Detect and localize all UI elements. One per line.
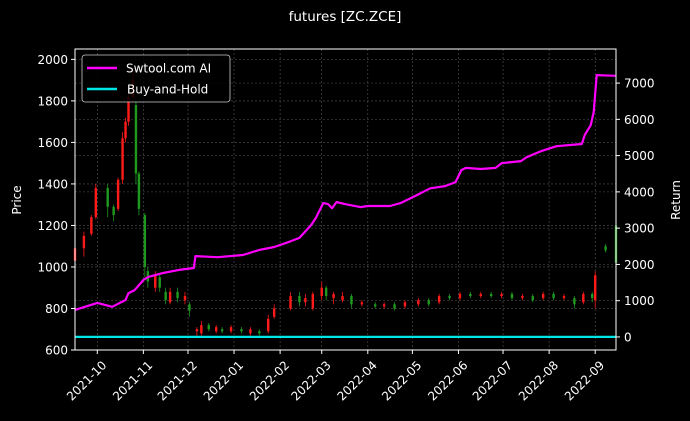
candle-body <box>582 293 585 303</box>
candle-body <box>229 327 233 332</box>
y-axis-left-label: Price <box>10 185 24 214</box>
legend-box <box>81 54 231 103</box>
candle-body <box>124 121 127 139</box>
candle-body <box>531 296 534 301</box>
candle-body <box>94 188 98 218</box>
candle-body <box>134 105 138 174</box>
candle-body <box>106 188 109 207</box>
candle-body <box>249 329 252 334</box>
legend: Swtool.com AI Buy-and-Hold <box>81 54 231 103</box>
candle-body <box>158 277 161 288</box>
chart-title: futures [ZC.ZCE] <box>289 9 402 25</box>
y-left-tick-label: 1400 <box>37 177 68 191</box>
legend-label-strategy: Swtool.com AI <box>126 62 211 76</box>
candle-body <box>143 215 147 267</box>
candle-body <box>188 304 191 311</box>
candle-body <box>320 287 323 297</box>
candle-body <box>258 331 261 334</box>
candle-body <box>121 138 124 180</box>
candle-body <box>489 293 493 297</box>
candle-body <box>591 293 594 299</box>
candle-body <box>350 296 353 305</box>
candle-body <box>127 96 130 122</box>
candle-body <box>195 329 199 332</box>
candle-body <box>332 293 335 299</box>
candle-body <box>427 300 430 305</box>
y-axis-right-label: Return <box>669 180 683 220</box>
candle-body <box>267 318 270 332</box>
candle-body <box>479 293 482 297</box>
y-left-tick-label: 1600 <box>37 136 68 150</box>
candle-body <box>298 296 301 303</box>
candle-body <box>214 327 218 332</box>
series-line-strategy <box>74 73 617 311</box>
y-right-tick-label: 7000 <box>624 77 655 91</box>
series-lines <box>74 73 617 338</box>
candle-body <box>604 246 607 251</box>
candle-body <box>289 296 292 309</box>
plot-frame <box>74 48 617 351</box>
y-right-tick-label: 5000 <box>624 149 655 163</box>
y-left-tick-label: 1000 <box>37 260 68 274</box>
candle-body <box>500 293 503 297</box>
candle-body <box>112 206 115 216</box>
candle-body <box>183 296 187 301</box>
candle-body <box>176 291 179 299</box>
candle-body <box>562 296 566 299</box>
candle-body <box>552 293 555 299</box>
y-right-tick-label: 3000 <box>624 222 655 236</box>
candle-body <box>593 275 597 301</box>
candle-body <box>341 296 344 301</box>
candle-body <box>521 296 524 299</box>
candle-body <box>311 293 315 309</box>
candle-body <box>458 293 462 299</box>
candle-body <box>374 304 377 307</box>
candle-body <box>168 291 172 303</box>
candle-body <box>360 302 364 305</box>
legend-label-buy-hold: Buy-and-Hold <box>127 83 208 97</box>
candle-body <box>207 325 210 330</box>
candle-body <box>137 173 141 209</box>
y-right-tick-label: 1000 <box>624 294 655 308</box>
y-right-tick-label: 6000 <box>624 113 655 127</box>
y-right-tick-label: 0 <box>624 330 632 344</box>
y-left-tick-label: 600 <box>45 344 68 358</box>
candle-body <box>304 298 307 303</box>
candle-body <box>90 217 93 234</box>
y-left-tick-label: 2000 <box>37 53 68 67</box>
candle-body <box>437 296 441 303</box>
candle-body <box>573 298 576 305</box>
candle-body <box>417 300 420 305</box>
candle-body <box>164 291 167 301</box>
y-left-tick-label: 800 <box>45 302 68 316</box>
candle-body <box>382 304 386 307</box>
y-right-tick-label: 2000 <box>624 258 655 272</box>
candle-body <box>272 308 276 317</box>
candle-body <box>403 302 407 307</box>
candle-body <box>154 275 157 288</box>
y-right-tick-label: 4000 <box>624 185 655 199</box>
candle-body <box>82 235 86 249</box>
candle-body <box>220 329 224 332</box>
candle-body <box>510 293 514 299</box>
candle-body <box>393 304 396 309</box>
y-left-tick-label: 1200 <box>37 219 68 233</box>
candle-body <box>469 293 472 297</box>
candle-body <box>448 296 451 299</box>
candle-body <box>240 329 243 332</box>
candle-body <box>200 325 203 334</box>
y-left-tick-label: 1800 <box>37 94 68 108</box>
candle-body <box>116 179 120 209</box>
candle-body <box>324 287 328 297</box>
candle-body <box>541 293 545 299</box>
